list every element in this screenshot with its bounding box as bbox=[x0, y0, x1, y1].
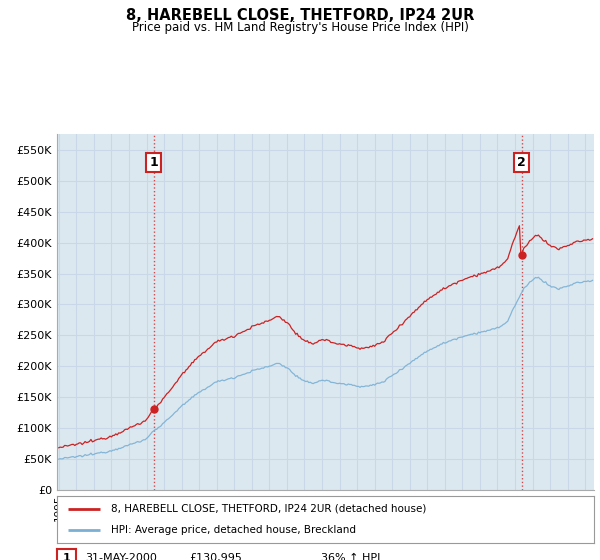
Text: 1: 1 bbox=[63, 553, 70, 560]
Text: 36% ↑ HPI: 36% ↑ HPI bbox=[321, 553, 380, 560]
Text: 2: 2 bbox=[517, 156, 526, 169]
Text: 8, HAREBELL CLOSE, THETFORD, IP24 2UR (detached house): 8, HAREBELL CLOSE, THETFORD, IP24 2UR (d… bbox=[111, 504, 426, 514]
Text: HPI: Average price, detached house, Breckland: HPI: Average price, detached house, Brec… bbox=[111, 525, 356, 535]
Text: £130,995: £130,995 bbox=[189, 553, 242, 560]
Text: 8, HAREBELL CLOSE, THETFORD, IP24 2UR: 8, HAREBELL CLOSE, THETFORD, IP24 2UR bbox=[126, 8, 474, 24]
Text: 1: 1 bbox=[149, 156, 158, 169]
Text: 31-MAY-2000: 31-MAY-2000 bbox=[85, 553, 157, 560]
Text: Price paid vs. HM Land Registry's House Price Index (HPI): Price paid vs. HM Land Registry's House … bbox=[131, 21, 469, 34]
